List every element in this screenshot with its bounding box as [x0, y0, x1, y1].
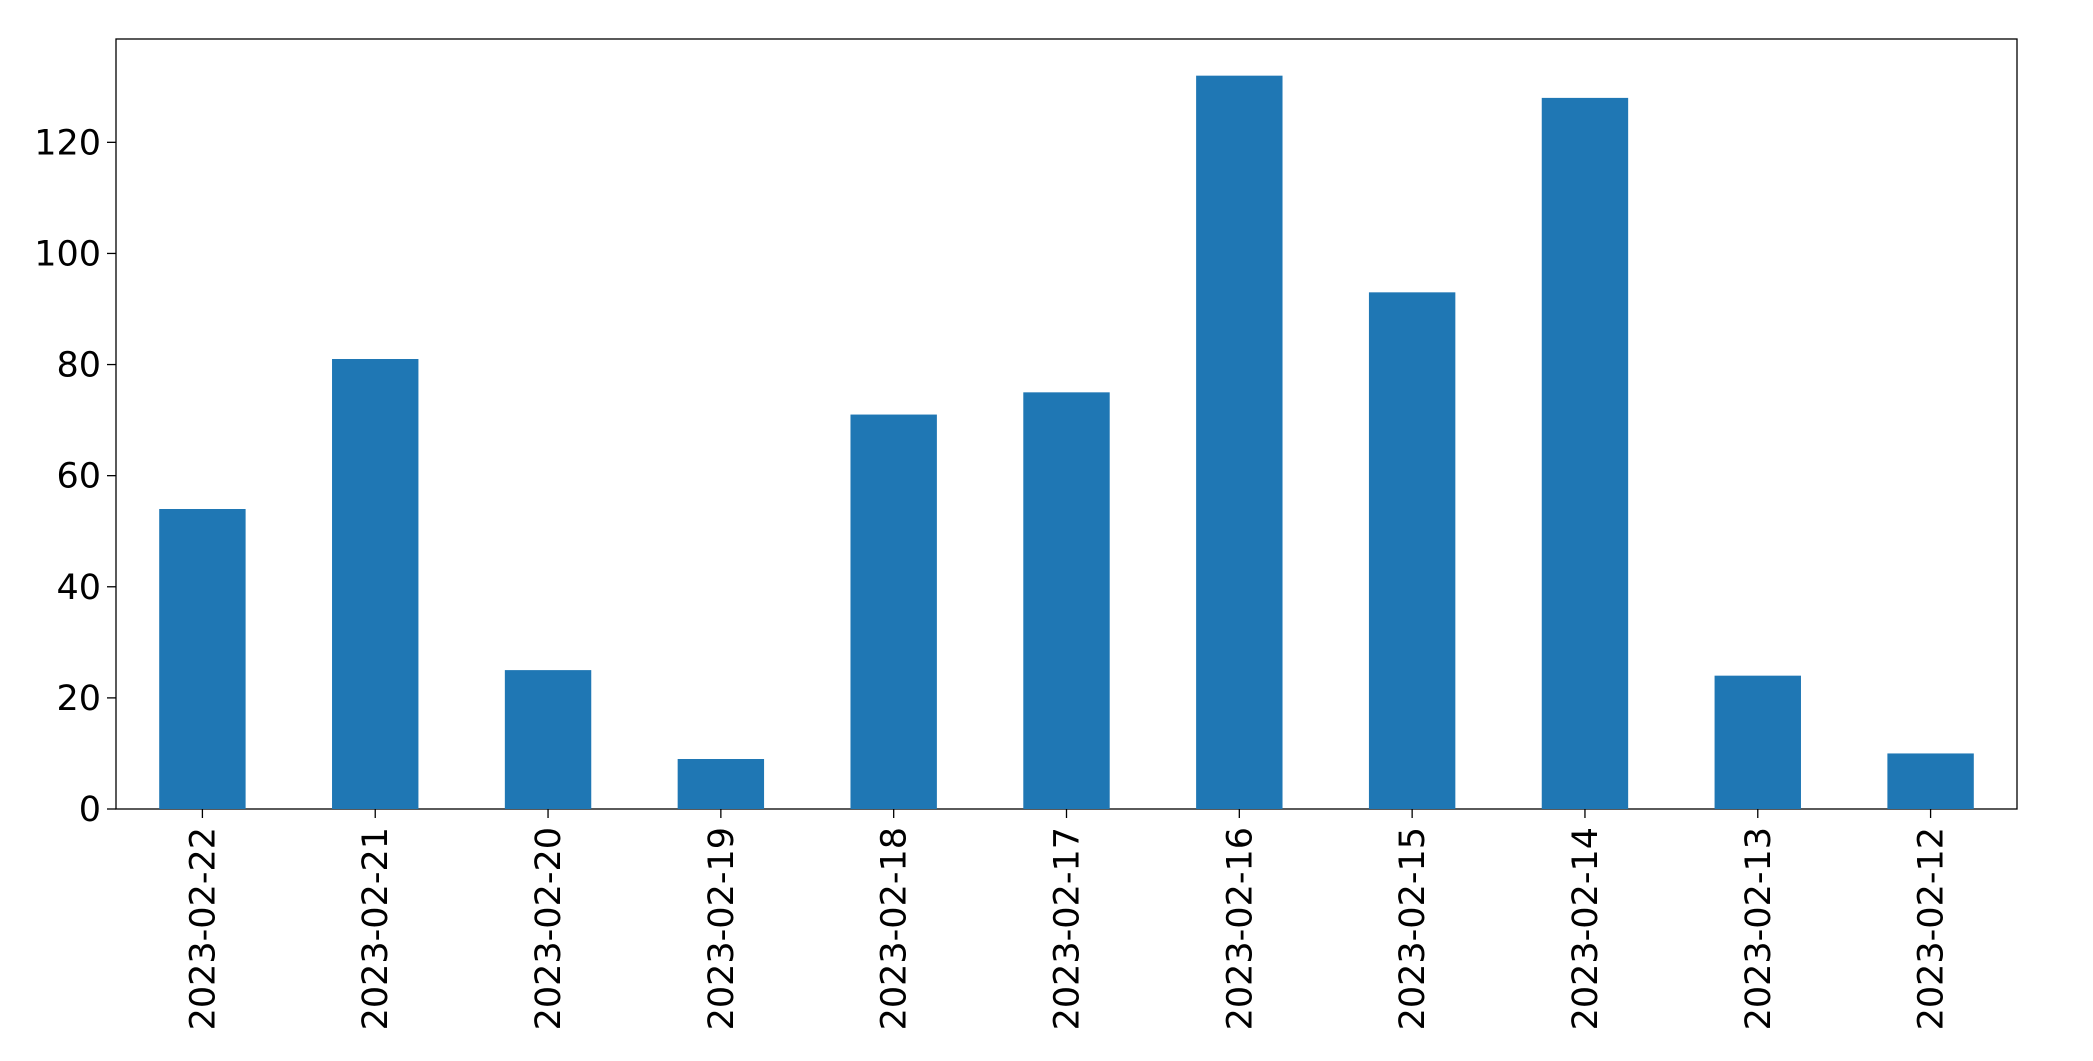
- y-tick-label: 20: [56, 679, 101, 719]
- y-tick-label: 100: [34, 234, 101, 274]
- x-tick-label: 2023-02-19: [702, 827, 742, 1030]
- bar: [1714, 675, 1801, 809]
- bar: [1887, 753, 1974, 809]
- x-tick-label: 2023-02-17: [1048, 827, 1088, 1030]
- bar: [1023, 392, 1110, 809]
- x-tick-label: 2023-02-12: [1912, 827, 1952, 1030]
- y-tick-label: 60: [56, 457, 101, 497]
- bar: [159, 509, 246, 809]
- bar: [332, 359, 419, 809]
- y-tick-label: 80: [56, 346, 101, 386]
- bar: [1541, 97, 1629, 809]
- bar: [850, 414, 937, 809]
- y-tick-label: 0: [79, 790, 101, 830]
- x-tick-label: 2023-02-15: [1393, 827, 1433, 1030]
- y-tick-label: 40: [56, 568, 101, 608]
- x-tick-label: 2023-02-14: [1566, 827, 1606, 1030]
- y-tick-label: 120: [34, 123, 101, 163]
- x-tick-label: 2023-02-21: [356, 827, 396, 1030]
- bar: [677, 759, 765, 809]
- x-tick-label: 2023-02-13: [1739, 827, 1779, 1030]
- bar: [504, 670, 592, 809]
- bar: [1196, 75, 1283, 809]
- x-tick-label: 2023-02-22: [183, 827, 223, 1030]
- x-tick-label: 2023-02-16: [1220, 827, 1260, 1030]
- bar: [1368, 292, 1456, 809]
- x-tick-label: 2023-02-18: [875, 827, 915, 1030]
- x-tick-label: 2023-02-20: [529, 827, 569, 1030]
